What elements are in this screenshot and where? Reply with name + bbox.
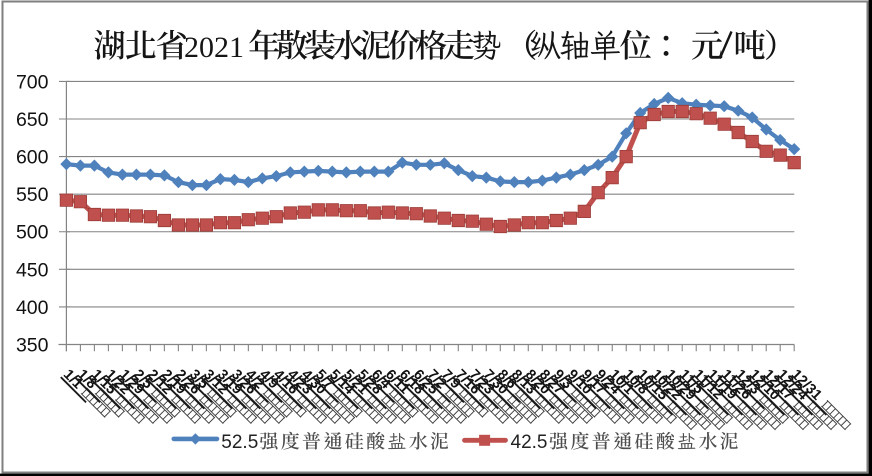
svg-text:2021: 2021	[184, 31, 244, 64]
svg-text:42.5: 42.5	[511, 432, 548, 453]
svg-text:500: 500	[16, 222, 49, 244]
svg-text:350: 350	[16, 335, 49, 357]
svg-text:700: 700	[16, 71, 49, 93]
svg-text:650: 650	[16, 109, 49, 131]
svg-text:400: 400	[16, 297, 49, 319]
svg-text:600: 600	[16, 147, 49, 169]
svg-text:52.5: 52.5	[221, 432, 258, 453]
svg-text:450: 450	[16, 259, 49, 281]
svg-text:550: 550	[16, 184, 49, 206]
